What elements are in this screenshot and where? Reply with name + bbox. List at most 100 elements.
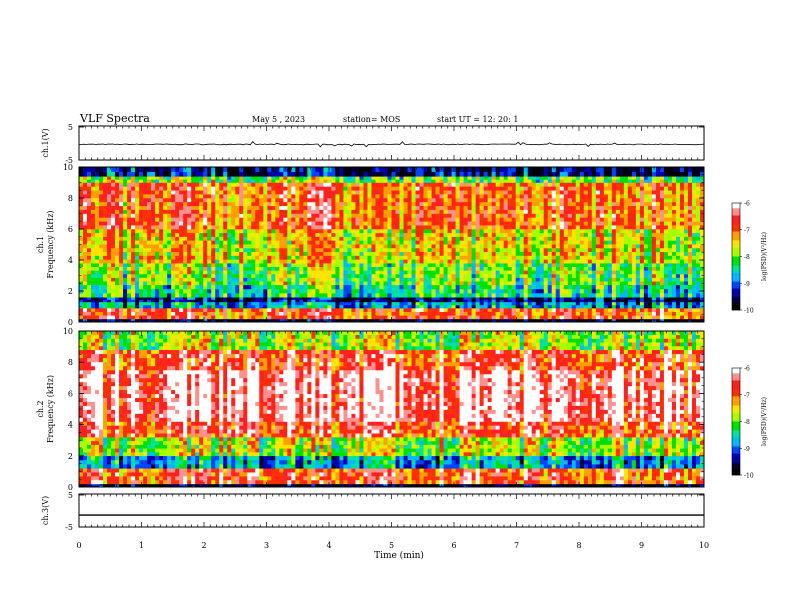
spectrogram-cell <box>87 255 92 260</box>
spectrogram-cell <box>279 198 284 203</box>
spectrogram-cell <box>507 263 512 268</box>
spectrogram-cell <box>95 171 100 177</box>
spectrogram-cell <box>83 186 88 191</box>
spectrogram-cell <box>479 171 484 177</box>
spectrogram-cell <box>355 251 360 256</box>
spectrogram-cell <box>451 273 456 278</box>
spectrogram-cell <box>91 288 96 294</box>
start-time-label: start UT = 12: 20: 1 <box>437 115 518 124</box>
spectrogram-cell <box>235 259 240 264</box>
spectrogram-cell <box>367 213 372 218</box>
spectrogram-cell <box>79 225 84 230</box>
spectrogram-cell <box>207 198 212 203</box>
spectrogram-cell <box>87 201 92 207</box>
spectrogram-cell <box>315 179 320 183</box>
spectrogram-cell <box>311 318 316 321</box>
spectrogram-cell <box>151 171 156 177</box>
spectrogram-cell <box>327 308 332 312</box>
spectrogram-cell <box>307 232 312 237</box>
spectrogram-cell <box>291 255 296 260</box>
spectrogram-cell <box>231 236 236 241</box>
spectrogram-cell <box>475 284 480 290</box>
spectrogram-cell <box>235 315 240 320</box>
spectrogram-cell <box>427 205 432 210</box>
spectrogram-cell <box>419 217 424 222</box>
spectrogram-cell <box>203 201 208 207</box>
spectrogram-cell <box>227 179 232 183</box>
spectrogram-cell <box>107 308 112 312</box>
spectrogram-cell <box>327 263 332 268</box>
spectrogram-cell <box>155 297 160 300</box>
spectrogram-cell <box>275 251 280 256</box>
spectrogram-cell <box>283 311 288 316</box>
spectrogram-cell <box>407 247 412 253</box>
spectrogram-cell <box>487 240 492 245</box>
spectrogram-cell <box>379 273 384 278</box>
spectrogram-cell <box>431 308 436 312</box>
spectrogram-cell <box>223 293 228 298</box>
spectrogram-cell <box>243 225 248 230</box>
spectrogram-cell <box>143 240 148 245</box>
spectrogram-cell <box>451 198 456 203</box>
spectrogram-cell <box>459 201 464 207</box>
spectrogram-cell <box>471 288 476 294</box>
spectrogram-cell <box>427 273 432 278</box>
spectrogram-cell <box>371 255 376 260</box>
spectrogram-cell <box>195 247 200 253</box>
spectrogram-cell <box>371 277 376 282</box>
spectrogram-cell <box>455 198 460 203</box>
spectrogram-cell <box>411 236 416 241</box>
spectrogram-cell <box>131 240 136 245</box>
spectrogram-cell <box>287 251 292 256</box>
spectrogram-cell <box>315 284 320 290</box>
spectrogram-cell <box>343 301 348 306</box>
spectrogram-cell <box>123 277 128 282</box>
spectrogram-cell <box>351 217 356 222</box>
spectrogram-cell <box>227 266 232 271</box>
spectrogram-cell <box>203 213 208 218</box>
spectrogram-cell <box>95 198 100 203</box>
spectrogram-cell <box>255 259 260 264</box>
spectrogram-cell <box>219 259 224 264</box>
spectrogram-cell <box>271 229 276 234</box>
spectrogram-cell <box>147 297 152 300</box>
spectrogram-cell <box>139 186 144 191</box>
spectrogram-cell <box>163 213 168 218</box>
spectrogram-cell <box>403 259 408 264</box>
spectrogram-cell <box>107 263 112 268</box>
spectrogram-cell <box>239 266 244 271</box>
spectrogram-cell <box>259 179 264 183</box>
spectrogram-cell <box>427 247 432 253</box>
spectrogram-cell <box>451 179 456 183</box>
spectrogram-cell <box>151 266 156 271</box>
spectrogram-cell <box>391 318 396 321</box>
spectrogram-cell <box>171 179 176 183</box>
spectrogram-cell <box>507 270 512 275</box>
spectrogram-cell <box>395 263 400 268</box>
spectrogram-cell <box>231 281 236 286</box>
spectrogram-cell <box>167 277 172 282</box>
spectrogram-cell <box>163 186 168 191</box>
spectrogram-cell <box>179 232 184 237</box>
spectrogram-cell <box>455 209 460 214</box>
spectrogram-cell <box>139 209 144 214</box>
spectrogram-cell <box>443 205 448 210</box>
spectrogram-cell <box>435 209 440 214</box>
spectrogram-cell <box>443 297 448 300</box>
spectrogram-cell <box>499 213 504 218</box>
spectrogram-cell <box>359 284 364 290</box>
spectrogram-cell <box>183 171 188 177</box>
spectrogram-cell <box>335 205 340 210</box>
spectrogram-cell <box>315 297 320 300</box>
spectrogram-cell <box>263 167 268 172</box>
spectrogram-cell <box>155 259 160 264</box>
spectrogram-cell <box>315 186 320 191</box>
spectrogram-cell <box>487 198 492 203</box>
spectrogram-cell <box>327 205 332 210</box>
spectrogram-cell <box>115 263 120 268</box>
spectrogram-cell <box>235 205 240 210</box>
spectrogram-cell <box>359 266 364 271</box>
spectrogram-cell <box>159 270 164 275</box>
spectrogram-cell <box>115 190 120 195</box>
spectrogram-cell <box>191 225 196 230</box>
